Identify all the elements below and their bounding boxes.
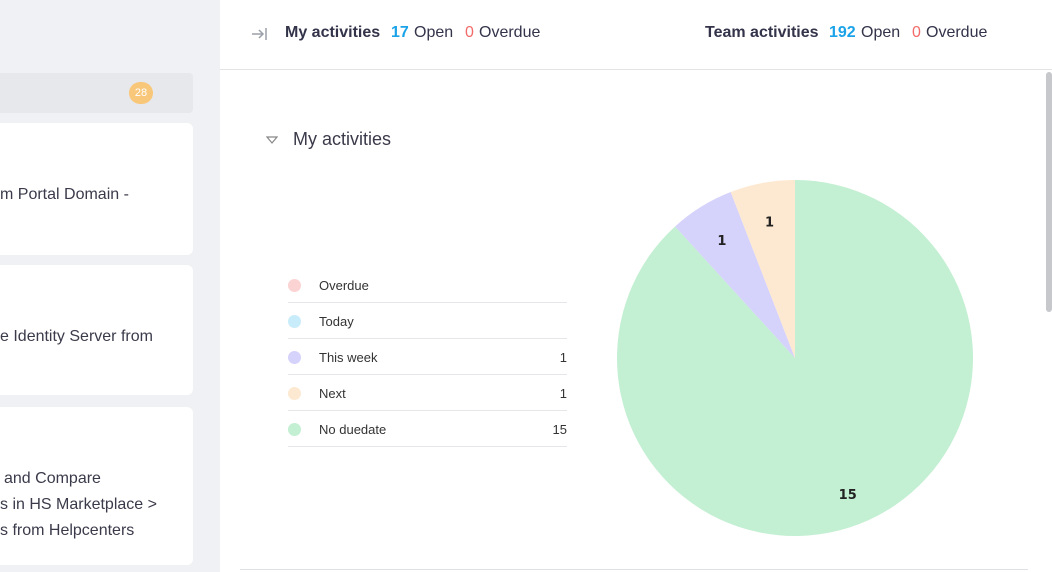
team-overdue-label[interactable]: Overdue (926, 24, 988, 41)
legend-dot-this-week (288, 351, 301, 364)
legend-count: 15 (552, 422, 567, 437)
legend-dot-today (288, 315, 301, 328)
legend-label: Today (319, 314, 354, 329)
team-open-count[interactable]: 192 (829, 24, 856, 41)
my-overdue-label[interactable]: Overdue (479, 24, 541, 41)
left-card[interactable]: m Portal Domain - (0, 123, 193, 255)
legend-label: Overdue (319, 278, 369, 293)
pie-slice-this-week[interactable] (675, 192, 795, 358)
legend-item-overdue[interactable]: Overdue (288, 267, 567, 303)
pie-data-label: 1 (765, 216, 774, 231)
left-group-header[interactable] (0, 73, 193, 113)
legend-dot-overdue (288, 279, 301, 292)
pie-slice-next[interactable] (730, 180, 795, 358)
left-card-text: m Portal Domain - (0, 186, 129, 203)
my-activities-title: My activities (285, 24, 381, 41)
left-card-text: and Compare (4, 470, 101, 487)
team-overdue-count[interactable]: 0 (912, 24, 921, 41)
left-card-text: s in HS Marketplace > (0, 496, 157, 513)
collapse-panel-icon[interactable] (250, 25, 270, 43)
scrollbar[interactable] (1046, 72, 1052, 312)
left-card-text: e Identity Server from (0, 328, 153, 345)
left-background-panel: 28 m Portal Domain - e Identity Server f… (0, 0, 220, 572)
activities-header: My activities 17 Open 0 Overdue Team act… (220, 0, 1052, 70)
legend-item-today[interactable]: Today (288, 303, 567, 339)
pie-data-label: 15 (839, 488, 857, 503)
left-card[interactable]: and Compare s in HS Marketplace > s from… (0, 407, 193, 565)
legend-item-no-duedate[interactable]: No duedate 15 (288, 411, 567, 447)
legend-count: 1 (559, 350, 567, 365)
legend-count: 1 (559, 386, 567, 401)
legend-label: This week (319, 350, 378, 365)
legend-label: No duedate (319, 422, 387, 437)
activities-panel: My activities 17 Open 0 Overdue Team act… (220, 0, 1052, 572)
my-overdue-count[interactable]: 0 (465, 24, 474, 41)
legend-item-this-week[interactable]: This week 1 (288, 339, 567, 375)
section-title[interactable]: My activities (293, 129, 392, 149)
legend-dot-no-duedate (288, 423, 301, 436)
pie-data-label: 1 (717, 234, 726, 249)
left-count-badge: 28 (129, 82, 153, 104)
chevron-down-icon[interactable] (266, 135, 278, 145)
legend-item-next[interactable]: Next 1 (288, 375, 567, 411)
divider (240, 569, 1028, 570)
legend-label: Next (319, 386, 346, 401)
my-open-count[interactable]: 17 (391, 24, 409, 41)
legend-dot-next (288, 387, 301, 400)
my-open-label[interactable]: Open (414, 24, 454, 41)
chart-legend: Overdue Today This week 1 Next 1 No dued… (288, 267, 567, 447)
left-card-text: s from Helpcenters (0, 522, 135, 539)
left-card[interactable]: e Identity Server from (0, 265, 193, 395)
team-open-label[interactable]: Open (861, 24, 901, 41)
team-activities-title: Team activities (705, 24, 819, 41)
